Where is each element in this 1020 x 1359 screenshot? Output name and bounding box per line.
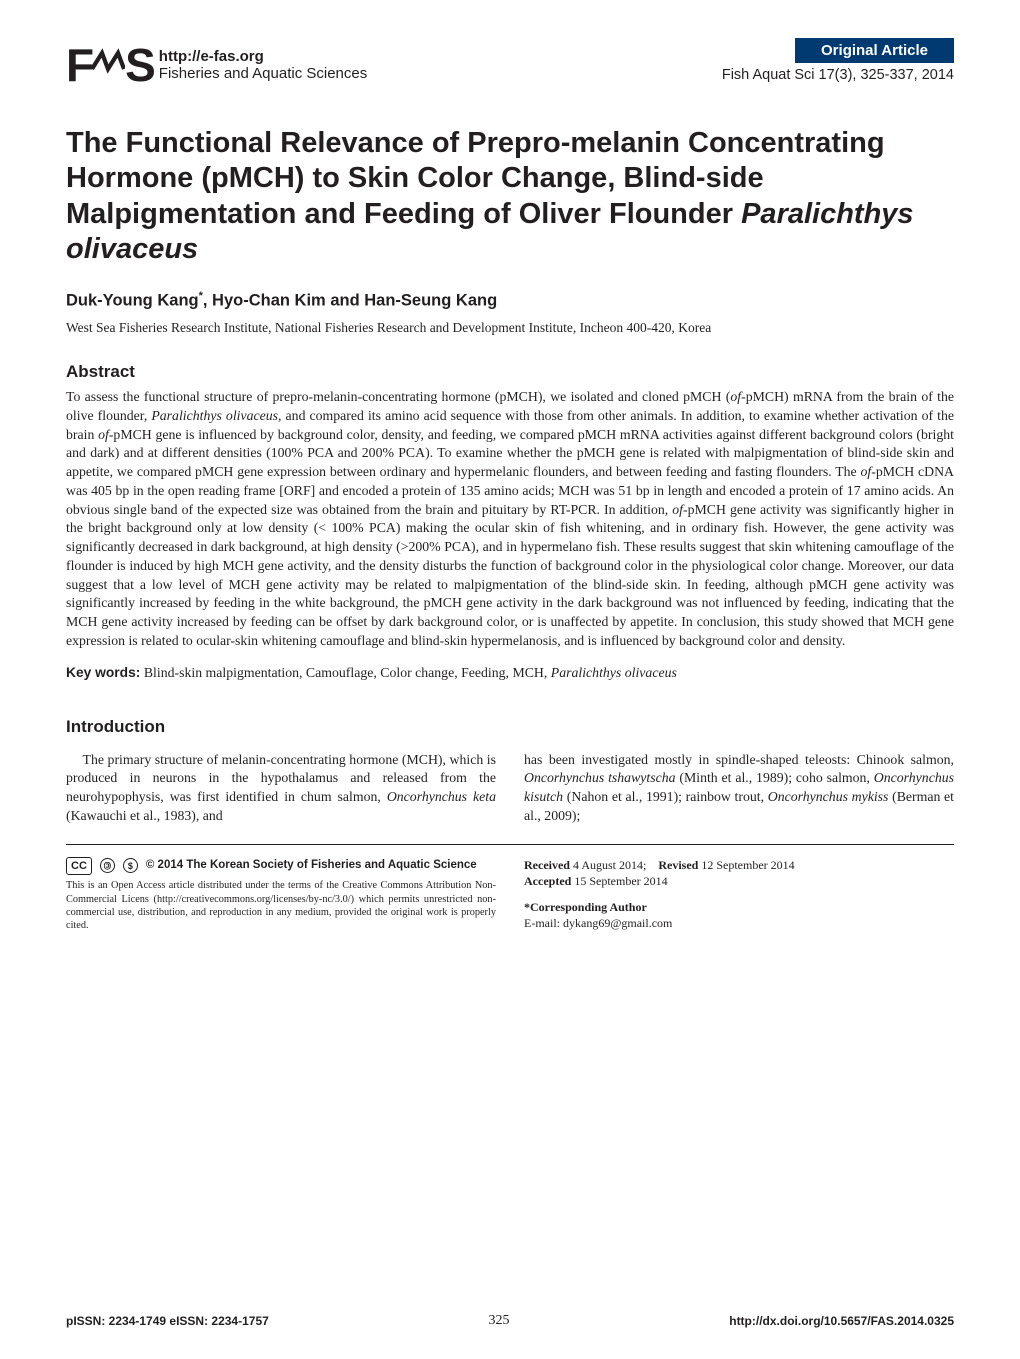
keywords-line: Key words: Blind-skin malpigmentation, C… xyxy=(66,665,954,681)
revised-label: Revised xyxy=(658,858,698,872)
cc-dollar-icon: $ xyxy=(123,858,138,873)
received-date: 4 August 2014; xyxy=(573,858,646,872)
dates-column: Received 4 August 2014; Revised 12 Septe… xyxy=(524,857,954,942)
authors-line: Duk-Young Kang*, Hyo-Chan Kim and Han-Se… xyxy=(66,290,954,311)
bottom-bar: pISSN: 2234-1749 eISSN: 2234-1757 325 ht… xyxy=(66,1313,954,1329)
cc-by-icon: 🄯 xyxy=(100,858,115,873)
keywords-value: Blind-skin malpigmentation, Camouflage, … xyxy=(144,665,677,680)
cc-badge-icon: CC xyxy=(66,857,92,876)
introduction-heading: Introduction xyxy=(66,717,954,737)
article-type-badge: Original Article xyxy=(795,38,954,63)
journal-subtitle: Fisheries and Aquatic Sciences xyxy=(159,65,367,82)
cc-letters: CC xyxy=(71,859,87,874)
footer-meta: CC 🄯 $ © 2014 The Korean Society of Fish… xyxy=(66,857,954,942)
accepted-date: 15 September 2014 xyxy=(574,874,667,888)
license-column: CC 🄯 $ © 2014 The Korean Society of Fish… xyxy=(66,857,496,942)
footer-rule xyxy=(66,844,954,845)
abstract-heading: Abstract xyxy=(66,362,954,382)
issn-text: pISSN: 2234-1749 eISSN: 2234-1757 xyxy=(66,1314,269,1328)
page-header: FS http://e-fas.org Fisheries and Aquati… xyxy=(66,38,954,92)
affiliation: West Sea Fisheries Research Institute, N… xyxy=(66,320,954,336)
intro-para-right: has been investigated mostly in spindle-… xyxy=(524,751,954,826)
introduction-columns: The primary structure of melanin-concent… xyxy=(66,751,954,826)
journal-citation: Fish Aquat Sci 17(3), 325-337, 2014 xyxy=(722,67,954,83)
dates-line: Received 4 August 2014; Revised 12 Septe… xyxy=(524,857,954,889)
keywords-label: Key words: xyxy=(66,665,140,680)
article-type-block: Original Article Fish Aquat Sci 17(3), 3… xyxy=(722,38,954,83)
accepted-label: Accepted xyxy=(524,874,571,888)
license-text: This is an Open Access article distribut… xyxy=(66,879,496,932)
corresponding-label: *Corresponding Author xyxy=(524,900,647,914)
revised-date: 12 September 2014 xyxy=(701,858,794,872)
intro-col-left: The primary structure of melanin-concent… xyxy=(66,751,496,826)
received-label: Received xyxy=(524,858,570,872)
journal-logo-block: FS http://e-fas.org Fisheries and Aquati… xyxy=(66,38,367,92)
abstract-body: To assess the functional structure of pr… xyxy=(66,388,954,651)
doi-link: http://dx.doi.org/10.5657/FAS.2014.0325 xyxy=(729,1314,954,1328)
copyright-text: © 2014 The Korean Society of Fisheries a… xyxy=(146,858,477,874)
logo-wave-icon xyxy=(91,34,125,88)
intro-para-left: The primary structure of melanin-concent… xyxy=(66,751,496,826)
journal-logo-letters: FS xyxy=(66,38,153,92)
intro-col-right: has been investigated mostly in spindle-… xyxy=(524,751,954,826)
corresponding-email: E-mail: dykang69@gmail.com xyxy=(524,916,672,930)
corresponding-block: *Corresponding Author E-mail: dykang69@g… xyxy=(524,899,954,931)
cc-row: CC 🄯 $ © 2014 The Korean Society of Fish… xyxy=(66,857,496,876)
article-title: The Functional Relevance of Prepro-melan… xyxy=(66,126,954,268)
journal-url: http://e-fas.org xyxy=(159,48,367,65)
page-number: 325 xyxy=(489,1313,510,1329)
journal-logo-text: http://e-fas.org Fisheries and Aquatic S… xyxy=(159,48,367,83)
